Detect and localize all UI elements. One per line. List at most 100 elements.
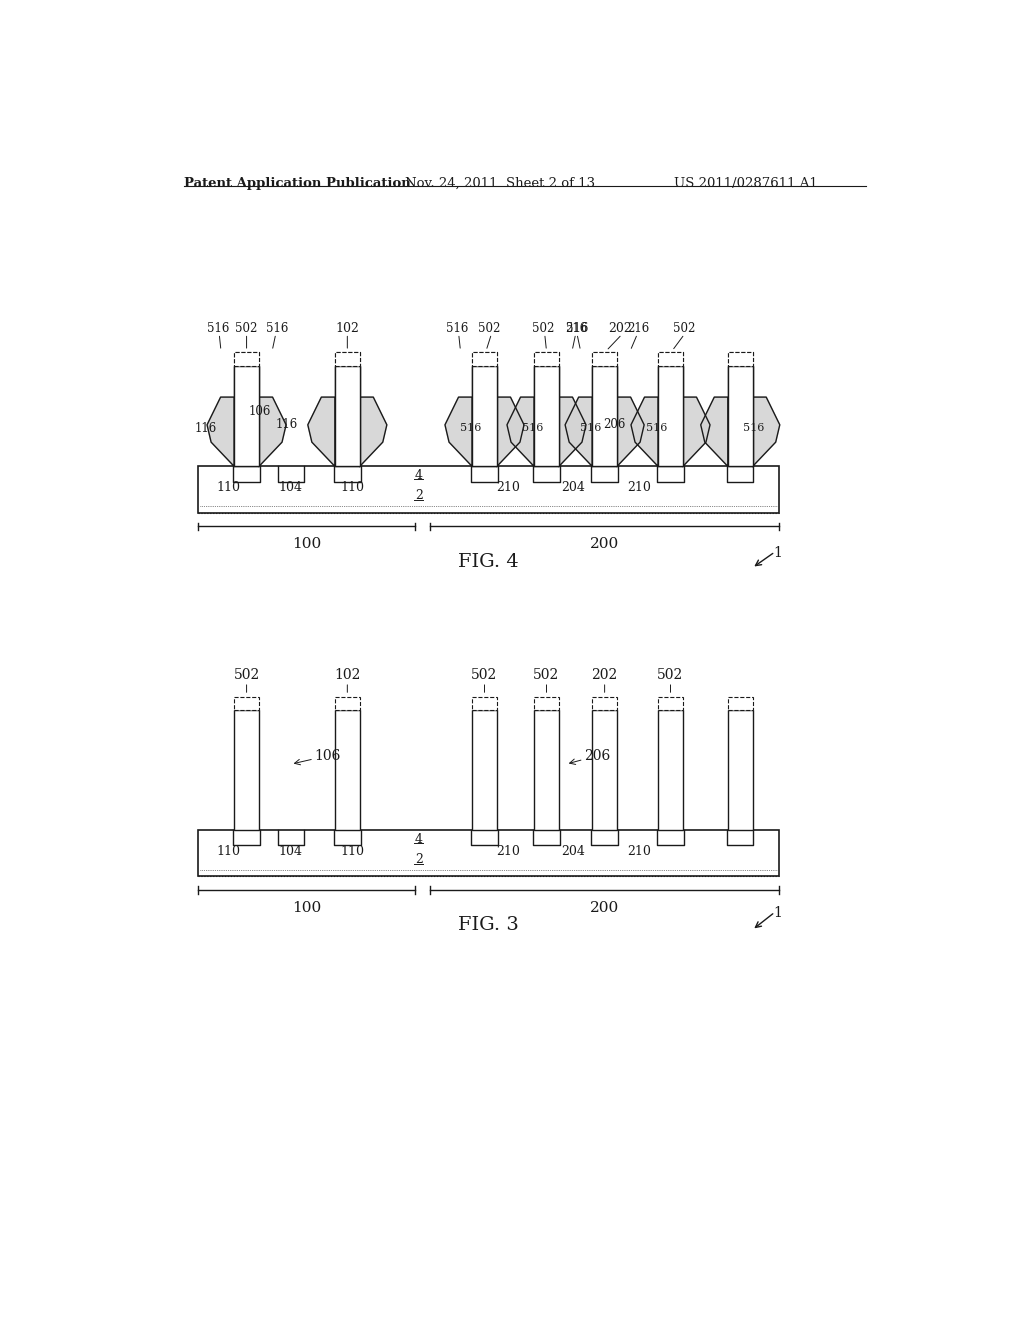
Polygon shape: [259, 397, 286, 466]
Bar: [335, 352, 359, 367]
Text: 516: 516: [646, 424, 668, 433]
Text: 4: 4: [415, 469, 423, 482]
Bar: [472, 367, 497, 466]
Bar: [535, 697, 559, 710]
Bar: [592, 367, 617, 466]
Polygon shape: [497, 397, 524, 466]
Text: 502: 502: [236, 322, 258, 335]
Bar: [335, 367, 359, 466]
Bar: [658, 367, 683, 466]
Text: 516: 516: [207, 322, 229, 335]
Polygon shape: [753, 397, 779, 466]
Text: 516: 516: [265, 322, 288, 335]
Bar: [535, 710, 559, 830]
Bar: [592, 710, 617, 830]
Text: 102: 102: [334, 668, 360, 692]
Text: 106: 106: [295, 748, 340, 764]
Bar: [335, 352, 359, 367]
Polygon shape: [700, 397, 728, 466]
Text: 4: 4: [415, 833, 423, 846]
Bar: [198, 830, 779, 876]
Text: 110: 110: [341, 845, 365, 858]
Text: 502: 502: [657, 668, 684, 692]
Bar: [335, 367, 359, 466]
Text: 210: 210: [628, 845, 651, 858]
Bar: [535, 367, 559, 466]
Text: 516: 516: [565, 322, 588, 335]
Polygon shape: [507, 397, 535, 466]
Text: 502: 502: [532, 322, 555, 335]
Text: 204: 204: [562, 482, 586, 495]
Bar: [535, 352, 559, 367]
Polygon shape: [308, 397, 335, 466]
Text: 100: 100: [292, 537, 321, 552]
Bar: [658, 352, 683, 367]
Text: 204: 204: [562, 845, 586, 858]
Polygon shape: [207, 397, 234, 466]
Bar: [728, 352, 753, 367]
Text: 106: 106: [249, 405, 271, 418]
Bar: [592, 367, 617, 466]
Bar: [535, 352, 559, 367]
Text: 116: 116: [195, 422, 217, 434]
Bar: [234, 352, 259, 367]
Text: FIG. 4: FIG. 4: [458, 553, 519, 570]
Text: 110: 110: [217, 845, 241, 858]
Text: 516: 516: [522, 424, 544, 433]
Text: 110: 110: [341, 482, 365, 495]
Text: 202: 202: [608, 322, 632, 335]
Polygon shape: [631, 397, 658, 466]
Polygon shape: [565, 397, 592, 466]
Text: 1: 1: [773, 545, 782, 560]
Text: 116: 116: [276, 418, 298, 430]
Text: 516: 516: [446, 322, 469, 335]
Text: 206: 206: [569, 748, 610, 764]
Text: 110: 110: [217, 482, 241, 495]
Text: 100: 100: [292, 900, 321, 915]
Bar: [728, 710, 753, 830]
Text: 210: 210: [628, 482, 651, 495]
Text: 516: 516: [743, 424, 765, 433]
Text: Nov. 24, 2011  Sheet 2 of 13: Nov. 24, 2011 Sheet 2 of 13: [406, 177, 596, 190]
Text: 200: 200: [590, 900, 620, 915]
Text: 502: 502: [478, 322, 501, 335]
Polygon shape: [559, 397, 586, 466]
Text: 210: 210: [496, 482, 520, 495]
Bar: [728, 352, 753, 367]
Bar: [472, 710, 497, 830]
Text: 1: 1: [773, 906, 782, 920]
Bar: [658, 352, 683, 367]
Bar: [535, 367, 559, 466]
Text: Patent Application Publication: Patent Application Publication: [183, 177, 411, 190]
Bar: [728, 367, 753, 466]
Text: 216: 216: [565, 322, 587, 335]
Polygon shape: [683, 397, 710, 466]
Bar: [335, 697, 359, 710]
Bar: [234, 710, 259, 830]
Bar: [592, 697, 617, 710]
Text: 202: 202: [592, 668, 617, 692]
Text: 502: 502: [471, 668, 498, 692]
Text: 502: 502: [534, 668, 560, 692]
Polygon shape: [445, 397, 472, 466]
Bar: [335, 710, 359, 830]
Bar: [234, 367, 259, 466]
Text: US 2011/0287611 A1: US 2011/0287611 A1: [675, 177, 818, 190]
Bar: [658, 697, 683, 710]
Bar: [472, 352, 497, 367]
Bar: [472, 697, 497, 710]
Bar: [472, 367, 497, 466]
Text: 206: 206: [603, 418, 626, 430]
Polygon shape: [617, 397, 644, 466]
Text: 102: 102: [336, 322, 359, 335]
Bar: [234, 697, 259, 710]
Text: 502: 502: [673, 322, 695, 335]
Bar: [658, 710, 683, 830]
Text: 502: 502: [233, 668, 260, 692]
Bar: [592, 352, 617, 367]
Text: 2: 2: [415, 853, 423, 866]
Bar: [728, 697, 753, 710]
Text: FIG. 3: FIG. 3: [458, 916, 519, 935]
Bar: [198, 466, 779, 512]
Bar: [592, 352, 617, 367]
